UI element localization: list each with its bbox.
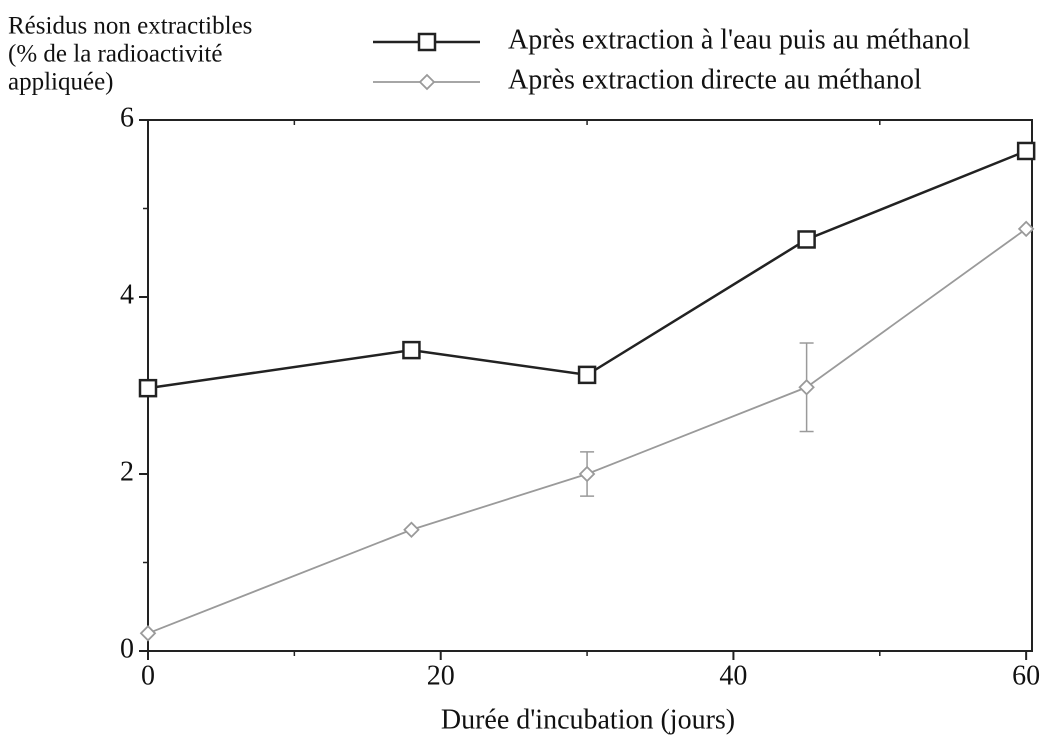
data-point [403, 521, 420, 539]
data-point [402, 340, 421, 360]
x-tick-label: 0 [141, 660, 155, 691]
x-tick-label: 20 [427, 660, 455, 691]
y-axis-label: (% de la radioactivité [8, 41, 222, 68]
y-axis-label: appliquée) [8, 69, 114, 96]
data-point [798, 378, 815, 396]
data-point [577, 365, 597, 385]
y-tick-label: 4 [120, 279, 134, 310]
data-point [1017, 220, 1035, 238]
legend-marker [417, 32, 437, 52]
x-axis-label: Durée d'incubation (jours) [441, 704, 735, 735]
y-axis-label: Résidus non extractibles [8, 13, 252, 40]
y-tick-label: 0 [120, 633, 134, 664]
plot-frame [147, 119, 1033, 652]
data-point [139, 625, 157, 642]
series-line [147, 149, 1027, 390]
data-point [578, 465, 596, 483]
data-point [138, 378, 158, 398]
series-line [147, 228, 1027, 635]
legend-label: Après extraction directe au méthanol [508, 64, 922, 95]
x-tick-label: 40 [719, 660, 747, 691]
y-tick-label: 2 [120, 456, 134, 487]
y-tick-label: 6 [120, 102, 134, 133]
data-point [797, 230, 816, 249]
data-point [1016, 141, 1036, 161]
legend-marker [418, 73, 436, 91]
x-tick-label: 60 [1012, 660, 1040, 691]
legend-label: Après extraction à l'eau puis au méthano… [508, 24, 970, 55]
